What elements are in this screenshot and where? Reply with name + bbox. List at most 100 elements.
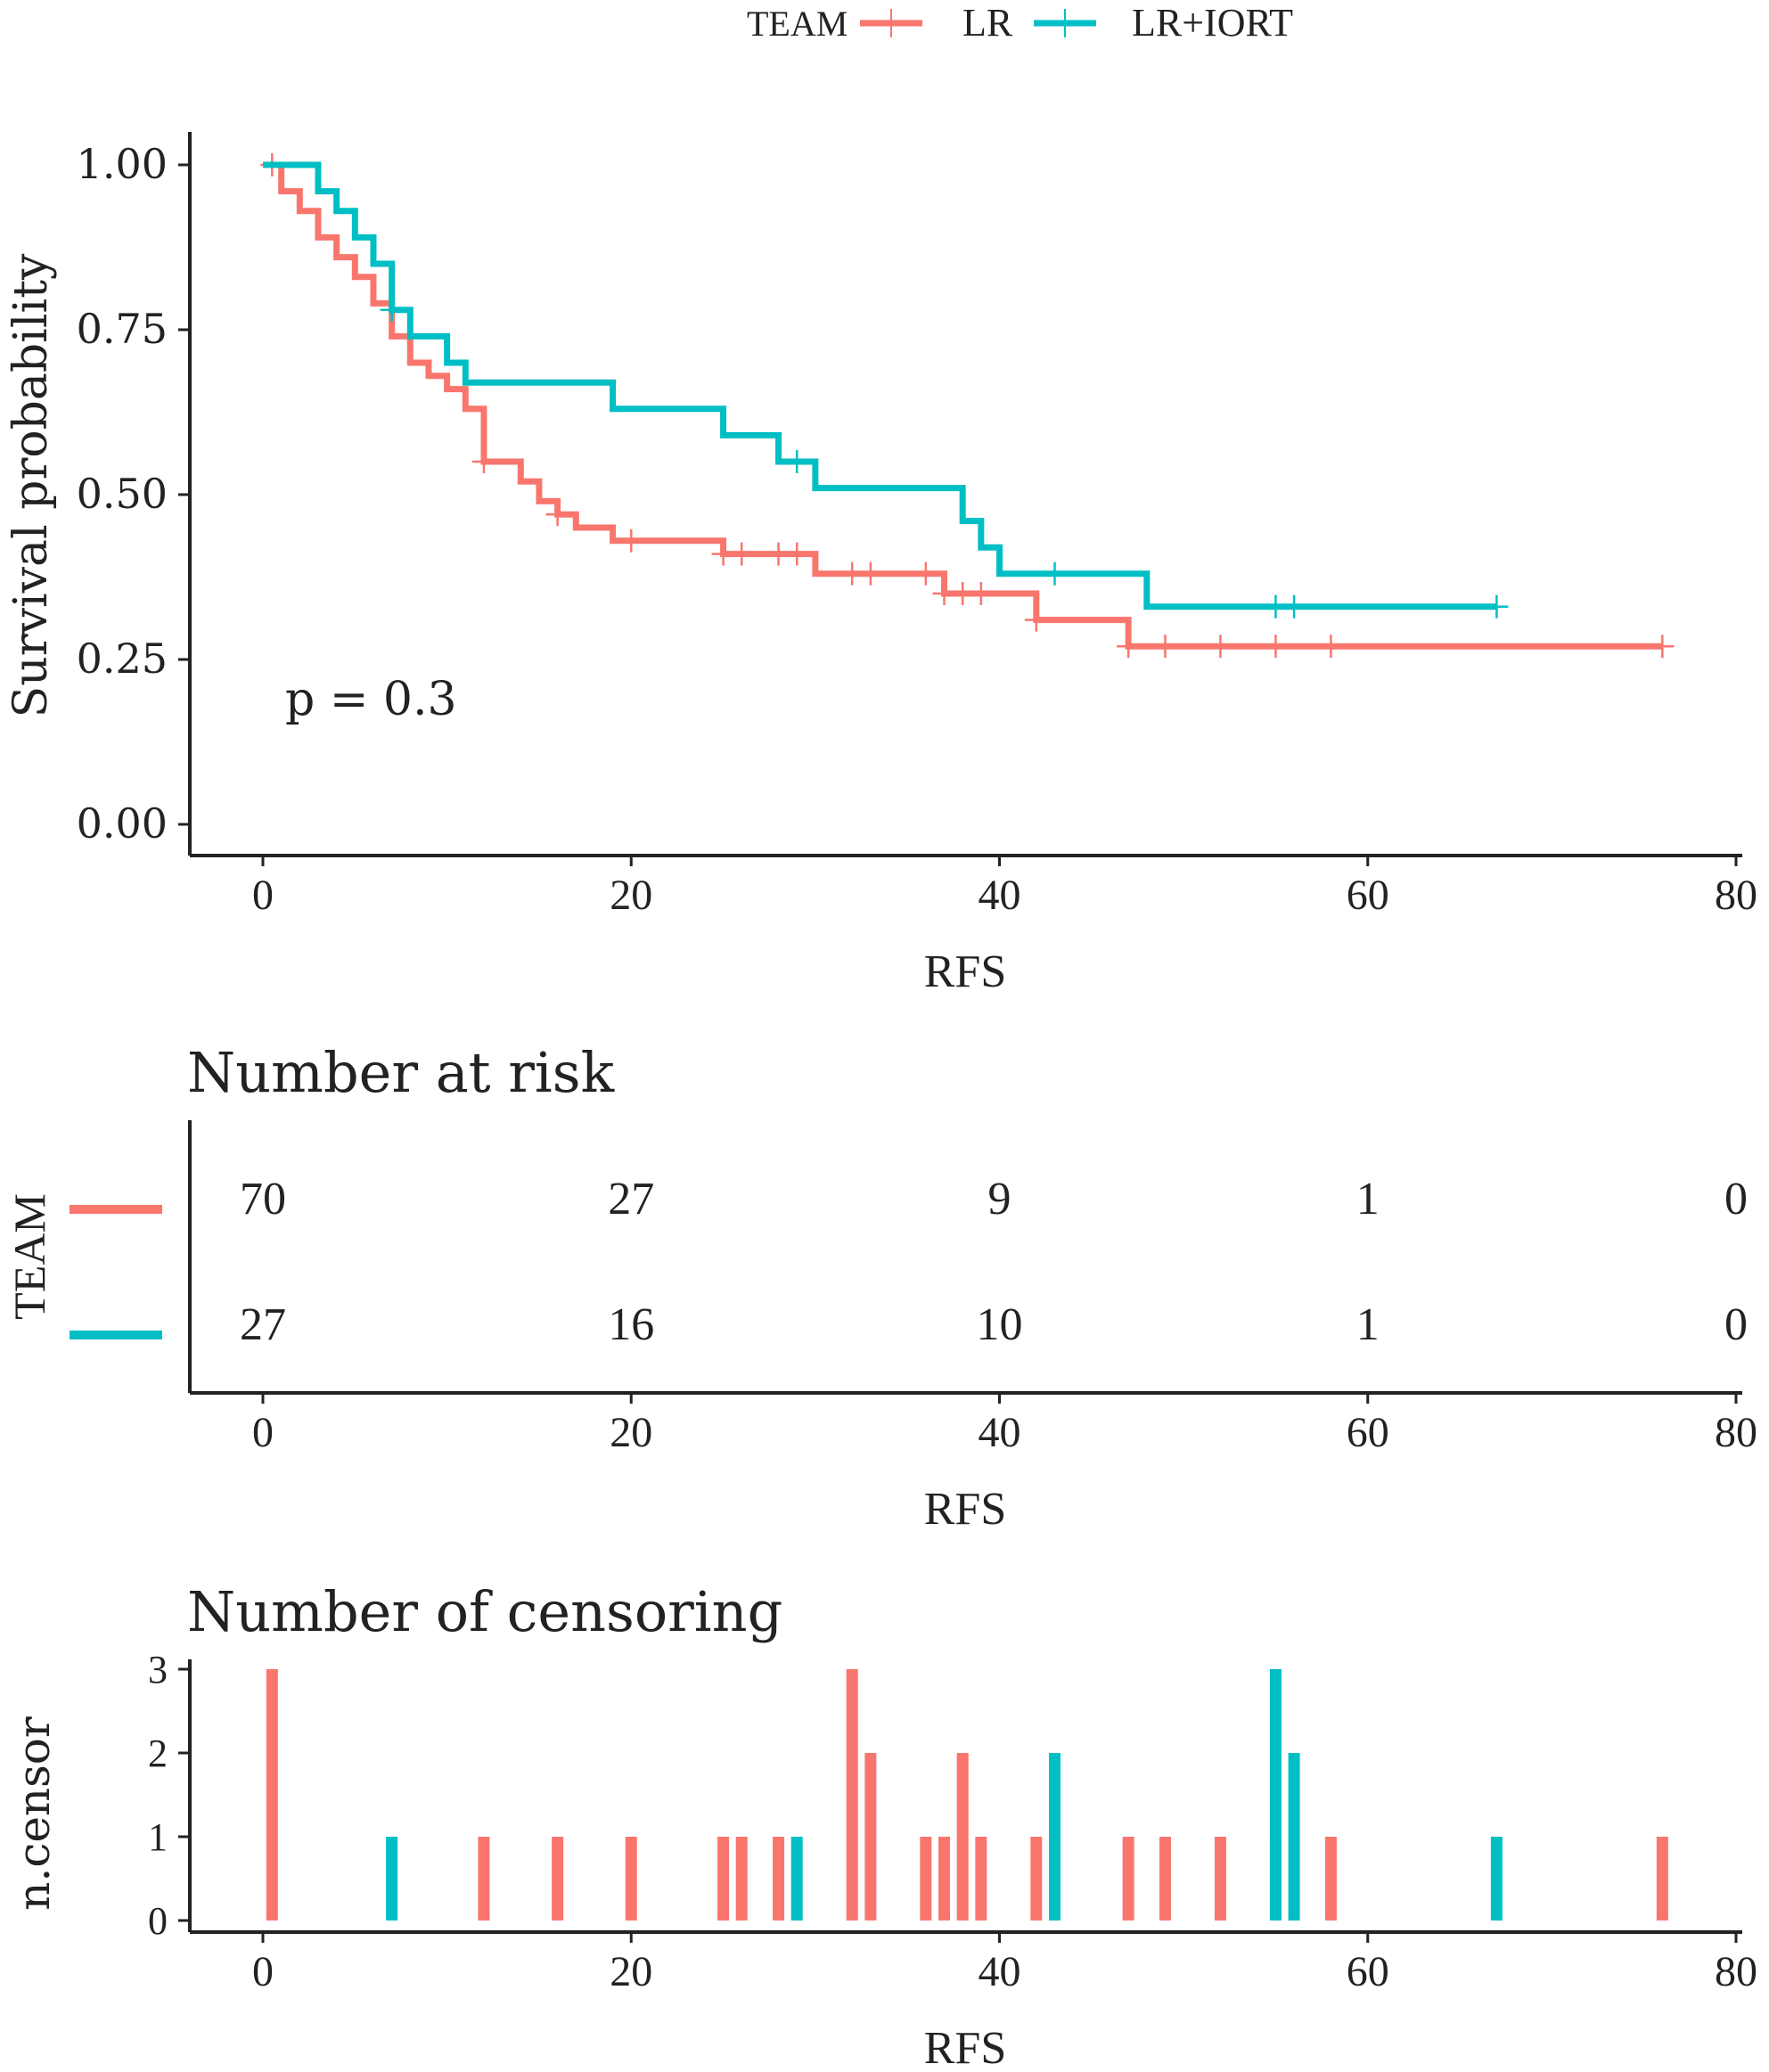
risk-xtick-label: 0 — [252, 1409, 274, 1456]
km-xlabel: RFS — [924, 946, 1007, 997]
km-curve-lr — [263, 161, 1663, 650]
censor-bar — [1269, 1669, 1282, 1920]
km-censor-mark — [858, 561, 882, 586]
censor-bar — [1030, 1837, 1043, 1920]
censor-bar — [975, 1837, 987, 1920]
legend-item-lr-iort: LR+IORT — [1034, 1, 1293, 45]
km-x-ticks: 0 20 40 60 80 — [252, 856, 1757, 919]
censor-ylabel: n.censor — [8, 1716, 60, 1911]
risk-xtick-label: 60 — [1347, 1409, 1389, 1456]
risk-x-ticks: 0 20 40 60 80 — [252, 1393, 1757, 1456]
km-ylabel: Survival probability — [4, 253, 58, 717]
censor-ytick-label: 1 — [148, 1815, 168, 1859]
km-ytick-label: 0.25 — [77, 635, 168, 683]
censor-bar — [1288, 1753, 1300, 1920]
censor-xlabel: RFS — [924, 2023, 1007, 2072]
censor-bar — [735, 1837, 748, 1920]
censor-bars — [266, 1669, 1668, 1920]
km-ytick-label: 0.50 — [77, 470, 168, 518]
km-ytick-label: 0.00 — [77, 799, 168, 848]
km-censor-mark — [1282, 594, 1306, 618]
km-censor-mark — [1650, 635, 1675, 659]
censor-bar — [864, 1753, 877, 1920]
censor-ytick-label: 3 — [148, 1648, 168, 1691]
km-censor-mark — [785, 450, 809, 473]
risk-cell: 1 — [1356, 1299, 1380, 1350]
censor-xtick-label: 40 — [979, 1948, 1021, 1995]
censor-plot: Number of censoring n.censor 0 1 2 3 0 20 40 6… — [8, 1579, 1757, 2072]
censor-bar — [1048, 1753, 1061, 1920]
risk-cell: 27 — [608, 1174, 654, 1224]
km-curves — [260, 153, 1675, 659]
km-censor-mark — [1043, 561, 1067, 586]
censor-ytick-label: 2 — [148, 1732, 168, 1775]
censor-bar — [1490, 1837, 1503, 1920]
km-censor-mark — [1117, 635, 1141, 659]
km-censor-mark — [1024, 608, 1048, 632]
censor-bar — [773, 1837, 785, 1920]
risk-cell: 1 — [1356, 1174, 1380, 1224]
risk-cells: 70 27 9 1 027 16 10 1 0 — [240, 1174, 1748, 1350]
risk-table-ylabel: TEAM — [4, 1193, 54, 1320]
censor-bar — [1324, 1837, 1337, 1920]
km-censor-mark — [471, 450, 495, 473]
censor-bar — [956, 1753, 969, 1920]
censor-bar — [625, 1837, 637, 1920]
km-xtick-label: 60 — [1347, 872, 1389, 919]
km-censor-mark — [1264, 635, 1288, 659]
censor-title: Number of censoring — [187, 1579, 782, 1644]
censor-bar — [266, 1669, 278, 1920]
censor-x-ticks: 0 20 40 60 80 — [252, 1932, 1757, 1995]
censor-bar — [920, 1837, 932, 1920]
km-plot: Survival probability 0.00 0.25 0.50 0.75 1.0… — [4, 132, 1757, 997]
censor-bar — [846, 1669, 858, 1920]
km-xtick-label: 0 — [252, 872, 274, 919]
risk-table-title: Number at risk — [187, 1040, 615, 1105]
km-xtick-label: 40 — [979, 872, 1021, 919]
p-value: p = 0.3 — [285, 673, 457, 726]
censor-bar — [1656, 1837, 1668, 1920]
risk-xtick-label: 40 — [979, 1409, 1021, 1456]
censor-bar — [1214, 1837, 1226, 1920]
censor-bar — [938, 1837, 951, 1920]
km-censor-mark — [969, 582, 993, 605]
censor-bar — [1122, 1837, 1134, 1920]
km-censor-mark — [785, 542, 809, 566]
censor-xtick-label: 60 — [1347, 1948, 1389, 1995]
legend-label-lr-iort: LR+IORT — [1132, 1, 1293, 45]
risk-cell: 0 — [1724, 1174, 1748, 1224]
risk-xtick-label: 20 — [610, 1409, 652, 1456]
censor-bar — [552, 1837, 564, 1920]
km-censor-mark — [380, 298, 404, 322]
censor-ytick-label: 0 — [148, 1899, 168, 1943]
legend-item-lr: LR — [860, 1, 1013, 45]
risk-xlabel: RFS — [924, 1484, 1007, 1535]
legend: TEAM LR LR+IORT — [747, 1, 1293, 45]
km-censor-mark — [913, 561, 938, 586]
km-censor-mark — [1208, 635, 1233, 659]
km-censor-mark — [619, 528, 643, 553]
km-censor-mark — [1485, 594, 1509, 618]
km-censor-mark — [730, 542, 754, 566]
km-censor-mark — [545, 503, 569, 527]
risk-cell: 70 — [240, 1174, 286, 1224]
km-ytick-label: 0.75 — [77, 305, 168, 353]
risk-xtick-label: 80 — [1715, 1409, 1757, 1456]
censor-y-ticks: 0 1 2 3 — [148, 1648, 190, 1943]
censor-xtick-label: 20 — [610, 1948, 652, 1995]
risk-table: Number at risk TEAM 70 27 9 1 027 16 10 1 0 0 20 4… — [4, 1040, 1757, 1535]
legend-label-lr: LR — [962, 1, 1013, 45]
risk-cell: 0 — [1724, 1299, 1748, 1350]
censor-xtick-label: 80 — [1715, 1948, 1757, 1995]
risk-cell: 16 — [608, 1299, 654, 1350]
km-curve-lr-iort — [263, 161, 1497, 610]
risk-cell: 9 — [988, 1174, 1011, 1224]
km-censor-mark — [1153, 635, 1177, 659]
censor-bar — [790, 1837, 803, 1920]
km-ytick-label: 1.00 — [77, 140, 168, 188]
censor-bar — [1159, 1837, 1171, 1920]
censor-bar — [386, 1837, 398, 1920]
risk-cell: 27 — [240, 1299, 286, 1350]
km-xtick-label: 80 — [1715, 872, 1757, 919]
